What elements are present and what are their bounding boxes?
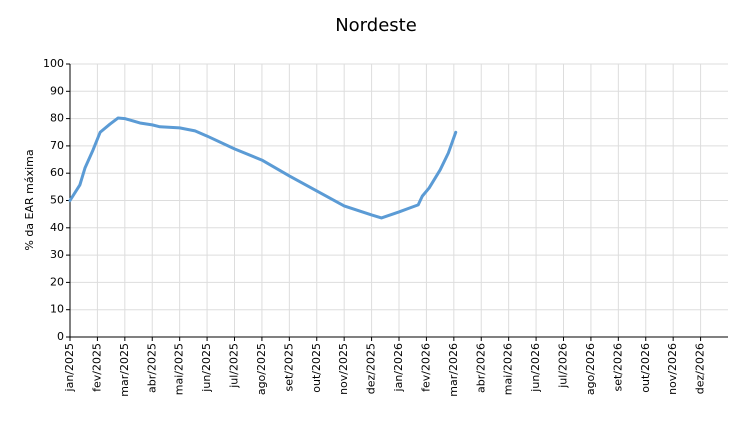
y-tick-label: 40 xyxy=(50,221,64,234)
x-tick-label: out/2026 xyxy=(639,343,652,393)
x-tick-label: mar/2025 xyxy=(118,343,131,397)
x-tick-label: nov/2026 xyxy=(666,343,679,395)
x-tick-label: dez/2026 xyxy=(694,343,707,394)
x-tick-label: jan/2025 xyxy=(63,343,76,392)
x-tick-label: mai/2025 xyxy=(173,343,186,395)
x-tick-label: jun/2026 xyxy=(529,343,542,393)
x-tick-label: ago/2026 xyxy=(584,343,597,395)
x-tick-label: nov/2025 xyxy=(337,343,350,395)
y-tick-label: 80 xyxy=(50,112,64,125)
x-tick-label: fev/2025 xyxy=(90,343,103,392)
chart-title: Nordeste xyxy=(335,15,417,36)
x-tick-label: jul/2026 xyxy=(557,343,570,389)
y-tick-label: 90 xyxy=(50,84,64,97)
x-tick-label: fev/2026 xyxy=(419,343,432,392)
y-tick-label: 70 xyxy=(50,139,64,152)
x-tick-label: jul/2025 xyxy=(228,343,241,389)
x-tick-label: jan/2026 xyxy=(392,343,405,392)
x-tick-label: dez/2025 xyxy=(365,343,378,394)
y-axis-label: % da EAR máxima xyxy=(23,149,36,250)
x-tick-label: set/2025 xyxy=(282,343,295,392)
y-tick-label: 20 xyxy=(50,275,64,288)
x-tick-label: jun/2025 xyxy=(200,343,213,393)
x-tick-label: mai/2026 xyxy=(502,343,515,395)
y-tick-label: 10 xyxy=(50,303,64,316)
x-tick-label: abr/2025 xyxy=(145,343,158,393)
x-tick-label: set/2026 xyxy=(611,343,624,392)
x-tick-label: ago/2025 xyxy=(255,343,268,395)
y-tick-label: 0 xyxy=(57,330,64,343)
y-tick-label: 50 xyxy=(50,194,64,207)
x-tick-label: abr/2026 xyxy=(474,343,487,393)
y-tick-label: 100 xyxy=(43,57,64,70)
y-tick-label: 30 xyxy=(50,248,64,261)
x-tick-label: mar/2026 xyxy=(447,343,460,397)
data-line xyxy=(68,116,458,220)
x-tick-label: out/2025 xyxy=(310,343,323,393)
y-tick-label: 60 xyxy=(50,166,64,179)
